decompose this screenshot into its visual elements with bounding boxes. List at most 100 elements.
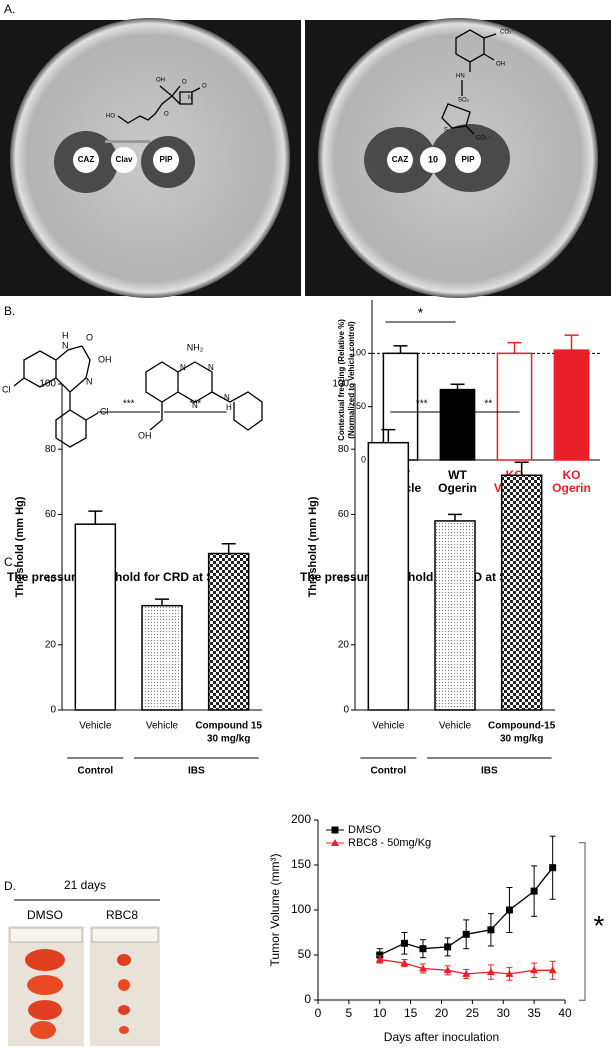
x-tick-label: Vehicle [146,721,179,732]
significance-label: * [418,305,424,321]
chart-title: The pressure threshold for CRD at Score … [7,570,250,584]
bar [207,552,250,711]
marker [375,955,384,963]
marker [487,926,495,934]
x-tick-label: Vehicle [79,721,112,732]
atom-label: N [208,363,214,372]
atom-label: O [164,112,169,118]
atom-label: SO₂ [458,98,470,104]
x-tick-label: 40 [558,1006,572,1020]
y-tick-label: 0 [343,705,349,716]
x-tick-label: WT [448,468,467,482]
panel-label: D. [4,879,16,893]
group-label: Control [371,766,407,777]
disc-label: PIP [462,155,476,164]
x-tick-label: KO [563,468,581,482]
marker [530,966,539,974]
disc-label: 10 [428,154,438,164]
marker [400,959,409,967]
y-tick-label: 0 [304,992,311,1006]
x-tick-label: 30 mg/kg [207,734,250,745]
y-axis-label: Threshold (mm Hg) [307,496,319,597]
y-tick-label: 40 [338,574,350,585]
disc-label: CAZ [392,155,409,164]
x-tick-label: 30 [497,1006,511,1020]
y-tick-label: 50 [298,947,312,961]
bar [434,520,476,711]
y-axis-label: Contextual freezing (Relative %) [337,319,346,441]
legend-label: DMSO [348,824,381,836]
atom-label: Cl [2,384,11,394]
marker [505,969,514,977]
atom-label: N [62,340,69,350]
significance-label: *** [123,399,135,410]
bar [500,474,543,711]
plate-photo: CAZ 10 PIP CO₂⁻ HN OH SO₂ S CO₂⁻ [305,18,611,298]
y-tick-label: 80 [338,444,350,455]
y-tick-label: 100 [351,348,366,358]
chart-title: The pressure threshold for CRD at Score … [300,570,543,584]
atom-label: OH [138,430,152,440]
marker [462,969,471,977]
atom-label: Cl [100,406,109,416]
y-tick-label: 200 [291,812,311,826]
y-tick-label: 0 [50,705,56,716]
marker [400,939,408,947]
atom-label: N [188,96,192,102]
group-label: IBS [481,766,498,777]
atom-label: N [224,393,230,402]
y-tick-label: 50 [356,401,366,411]
y-tick-label: 100 [332,379,349,390]
x-tick-label: 20 [435,1006,449,1020]
group-label: IBS [188,766,205,777]
y-axis-label: (Normalized to Vehicle control) [347,321,356,439]
tumor-photo: 21 days DMSO RBC8 [8,878,160,1046]
x-tick-label: 25 [466,1006,480,1020]
y-tick-label: 0 [361,454,366,464]
bar [367,441,410,711]
atom-label: OH [98,354,112,364]
panel-label: A. [4,2,15,16]
x-tick-label: 35 [527,1006,541,1020]
marker [331,839,339,846]
y-tick-label: 20 [338,639,350,650]
photo-group: DMSO [27,908,63,922]
atom-label: HN [456,74,465,80]
legend-item: RBC8 - 50mg/Kg [326,837,431,849]
significance-bracket [579,842,586,1001]
atom-label: CO₂⁻ [500,30,515,36]
y-tick-label: 40 [45,574,57,585]
marker [462,930,470,938]
atom-label: N [192,401,198,410]
chemical-structure: NH₂ N N N N H OH [138,342,263,440]
x-tick-label: Vehicle [439,721,472,732]
x-tick-label: Ogerin [552,481,591,495]
legend-label: RBC8 - 50mg/Kg [348,837,431,849]
atom-label: O [182,80,187,86]
atom-label: H [226,403,232,412]
marker [419,945,427,953]
chemical-structure: H N O OH N Cl Cl [2,330,112,448]
marker [549,864,557,872]
photo-caption: 21 days [64,878,106,892]
bar [496,352,533,461]
y-tick-label: 150 [291,857,311,871]
disc-label: Clav [116,155,133,164]
significance-label: * [594,910,605,941]
marker [331,826,339,834]
x-tick-label: Compound-15 [488,721,556,732]
atom-label: CO₂⁻ [476,136,491,142]
atom-label: OH [156,78,165,84]
marker [418,964,427,972]
x-tick-label: 5 [346,1006,353,1020]
y-axis-label: Tumor Volume (mm³) [268,854,282,967]
x-tick-label: Ogerin [438,481,477,495]
x-axis-label: Days after inoculation [384,1030,499,1044]
bar [74,523,117,711]
atom-label: H [62,330,69,340]
bar [141,604,183,711]
x-tick-label: Compound 15 [195,721,262,732]
x-tick-label: 10 [373,1006,387,1020]
